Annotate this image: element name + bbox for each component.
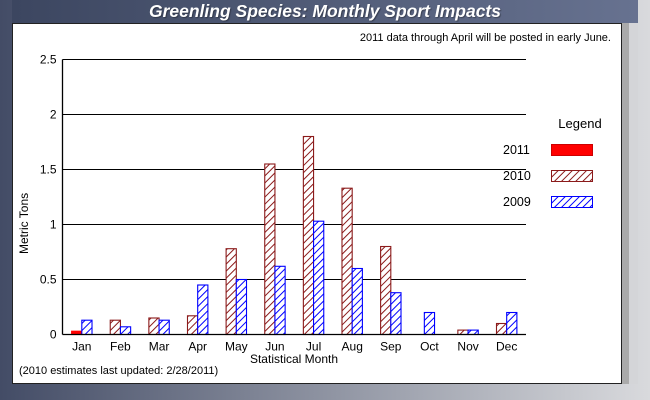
svg-text:0: 0	[50, 328, 57, 342]
svg-text:2: 2	[50, 108, 57, 122]
svg-text:1.5: 1.5	[40, 163, 57, 177]
svg-text:1: 1	[50, 218, 57, 232]
svg-text:2.5: 2.5	[40, 53, 57, 67]
svg-text:0.5: 0.5	[40, 273, 57, 287]
